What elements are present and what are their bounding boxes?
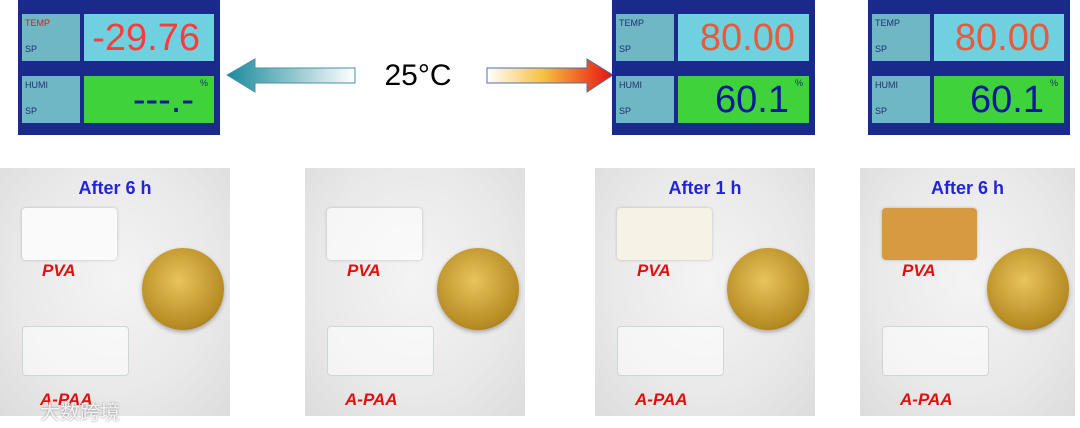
temp-row: TEMP SP 80.00 <box>612 10 815 65</box>
temp-cell: 80.00 <box>934 14 1064 61</box>
humi-label-cell: HUMI SP <box>22 76 80 123</box>
humi-label: HUMI <box>875 80 898 90</box>
pva-sample <box>882 208 977 260</box>
coin <box>727 248 809 330</box>
temp-cell: 80.00 <box>678 14 809 61</box>
temp-label-cell: TEMP SP <box>616 14 674 61</box>
sp-label: SP <box>619 44 632 54</box>
sp-label: SP <box>619 106 632 116</box>
apaa-label: A-PAA <box>900 390 953 409</box>
humi-value: 60.1 <box>715 79 789 121</box>
humi-label: HUMI <box>25 80 48 90</box>
temp-value: -29.76 <box>92 17 200 59</box>
coin <box>142 248 224 330</box>
controller-display: TEMP SP 80.00 HUMI SP 60.1% <box>612 0 815 135</box>
sample-photo: After 1 h PVA A-PAA <box>595 168 815 416</box>
apaa-label: A-PAA <box>345 390 398 409</box>
sample-photo: After 6 h PVA A-PAA <box>860 168 1075 416</box>
coin <box>987 248 1069 330</box>
temp-label-cell: TEMP SP <box>22 14 80 61</box>
temp-label: TEMP <box>875 18 901 28</box>
apaa-sample <box>882 326 989 376</box>
humi-cell: 60.1% <box>934 76 1064 123</box>
apaa-sample <box>617 326 724 376</box>
temp-label: TEMP <box>25 18 51 28</box>
temp-value: 80.00 <box>699 17 795 59</box>
humi-unit: % <box>199 78 208 88</box>
humi-label-cell: HUMI SP <box>616 76 674 123</box>
controller-display: TEMP SP 80.00 HUMI SP 60.1% <box>868 0 1070 135</box>
humi-unit: % <box>794 78 803 88</box>
panel-caption: After 6 h <box>930 178 1004 198</box>
humi-unit: % <box>1049 78 1058 88</box>
humi-value: ---.- <box>132 79 194 121</box>
apaa-sample <box>327 326 434 376</box>
humi-label: HUMI <box>619 80 642 90</box>
pva-label: PVA <box>347 261 381 280</box>
sp-label: SP <box>25 106 38 116</box>
temp-row: TEMP SP -29.76 <box>18 10 220 65</box>
apaa-sample <box>22 326 129 376</box>
panel-caption: After 6 h <box>78 178 152 198</box>
humi-label-cell: HUMI SP <box>872 76 930 123</box>
humi-row: HUMI SP ---.-% <box>18 72 220 127</box>
pva-label: PVA <box>42 261 76 280</box>
arrows: 25°C <box>226 58 614 93</box>
apaa-label: A-PAA <box>40 390 93 409</box>
pva-label: PVA <box>637 261 671 280</box>
humi-cell: ---.-% <box>84 76 214 123</box>
temp-row: TEMP SP 80.00 <box>868 10 1070 65</box>
temp-cell: -29.76 <box>84 14 214 61</box>
sp-label: SP <box>875 44 888 54</box>
humi-row: HUMI SP 60.1% <box>868 72 1070 127</box>
humi-cell: 60.1% <box>678 76 809 123</box>
apaa-label: A-PAA <box>635 390 688 409</box>
humi-value: 60.1 <box>970 79 1044 121</box>
sp-label: SP <box>25 44 38 54</box>
sp-label: SP <box>875 106 888 116</box>
pva-sample <box>617 208 712 260</box>
temp-label-cell: TEMP SP <box>872 14 930 61</box>
coin <box>437 248 519 330</box>
center-label: 25°C <box>384 59 451 92</box>
pva-label: PVA <box>902 261 936 280</box>
temp-value: 80.00 <box>954 17 1050 59</box>
pva-sample <box>327 208 422 260</box>
pva-sample <box>22 208 117 260</box>
watermark: 大数跨境 <box>40 402 120 424</box>
sample-photo: After 6 h PVA A-PAA <box>0 168 230 416</box>
humi-row: HUMI SP 60.1% <box>612 72 815 127</box>
controller-display: TEMP SP -29.76 HUMI SP ---.-% <box>18 0 220 135</box>
temp-label: TEMP <box>619 18 645 28</box>
sample-photo: PVA A-PAA <box>305 168 525 416</box>
panel-caption: After 1 h <box>668 178 742 198</box>
